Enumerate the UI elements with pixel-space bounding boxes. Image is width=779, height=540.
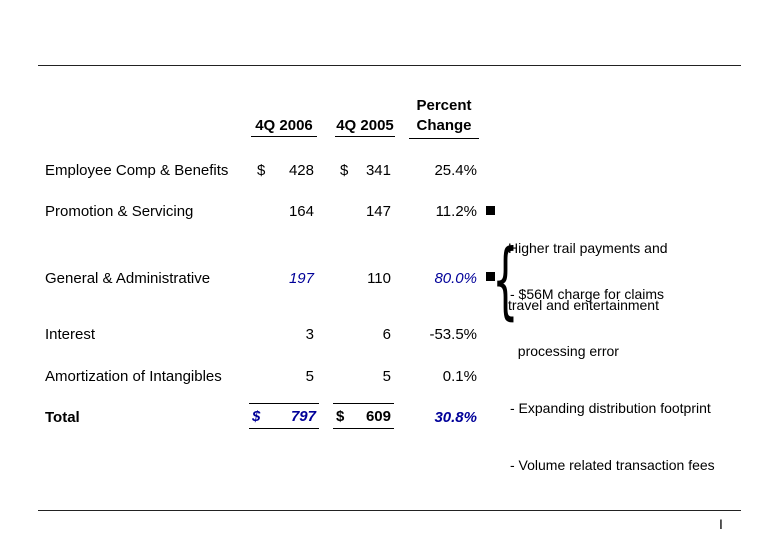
column-header-4q2005: 4Q 2005: [335, 117, 395, 137]
annotation-promotion-servicing: Higher trail payments and travel and ent…: [508, 201, 668, 353]
value-4q2006: 197: [288, 270, 314, 287]
bottom-divider: [38, 510, 741, 511]
value-4q2005: 110: [367, 270, 391, 287]
total-percent-change: 30.8%: [434, 409, 477, 426]
value-4q2006: 3: [305, 326, 314, 343]
percent-change-value: 11.2%: [435, 203, 477, 220]
percent-change-value: 25.4%: [434, 162, 477, 179]
row-label: Employee Comp & Benefits: [45, 162, 229, 179]
curly-brace-icon: {: [492, 231, 519, 329]
annotation-line: processing error: [510, 343, 619, 359]
value-4q2006: 428: [288, 162, 314, 179]
total-4q2005-box: $ 609: [333, 403, 394, 429]
percent-header-line1: Percent: [416, 97, 472, 114]
bullet-square-icon: [486, 272, 495, 281]
total-currency-4q2005: $: [336, 407, 345, 425]
table-row: Promotion & Servicing 164 147 11.2%: [0, 202, 779, 222]
row-label: Interest: [45, 326, 96, 343]
table-row: Amortization of Intangibles 5 5 0.1%: [0, 367, 779, 387]
percent-change-value: 0.1%: [442, 368, 477, 385]
total-value-4q2005: 609: [365, 407, 391, 425]
currency-4q2006: $: [257, 162, 266, 179]
value-4q2006: 164: [288, 203, 314, 220]
total-value-4q2006: 797: [290, 407, 316, 425]
column-header-4q2006: 4Q 2006: [251, 117, 317, 137]
table-row: Employee Comp & Benefits $ 428 $ 341 25.…: [0, 161, 779, 181]
value-4q2005: 147: [365, 203, 391, 220]
value-4q2005: 341: [365, 162, 391, 179]
annotation-line: travel and entertainment: [508, 297, 659, 313]
annotation-line: - Volume related transaction fees: [510, 457, 715, 473]
annotation-line: - $56M charge for claims: [510, 286, 665, 302]
total-label: Total: [45, 409, 80, 426]
row-label: General & Administrative: [45, 270, 211, 287]
top-divider: [38, 65, 741, 66]
annotation-line: Higher trail payments and: [508, 240, 668, 256]
row-label: Promotion & Servicing: [45, 203, 194, 220]
annotation-line: - Expanding distribution footprint: [510, 400, 711, 416]
annotation-general-admin: - $56M charge for claims processing erro…: [510, 247, 715, 513]
percent-header-line2: Change: [416, 117, 472, 134]
value-4q2005: 6: [382, 326, 391, 343]
row-label: Amortization of Intangibles: [45, 368, 222, 385]
currency-4q2005: $: [340, 162, 349, 179]
value-4q2006: 5: [305, 368, 314, 385]
page-marker: I: [719, 516, 723, 532]
total-currency-4q2006: $: [252, 407, 261, 425]
table-row: General & Administrative 197 110 80.0%: [0, 269, 779, 289]
value-4q2005: 5: [382, 368, 391, 385]
column-header-percent-change: Percent Change: [409, 96, 479, 139]
percent-change-value: 80.0%: [434, 270, 477, 287]
percent-change-value: -53.5%: [429, 326, 477, 343]
table-row: Interest 3 6 -53.5%: [0, 325, 779, 345]
bullet-square-icon: [486, 206, 495, 215]
total-4q2006-box: $ 797: [249, 403, 319, 429]
